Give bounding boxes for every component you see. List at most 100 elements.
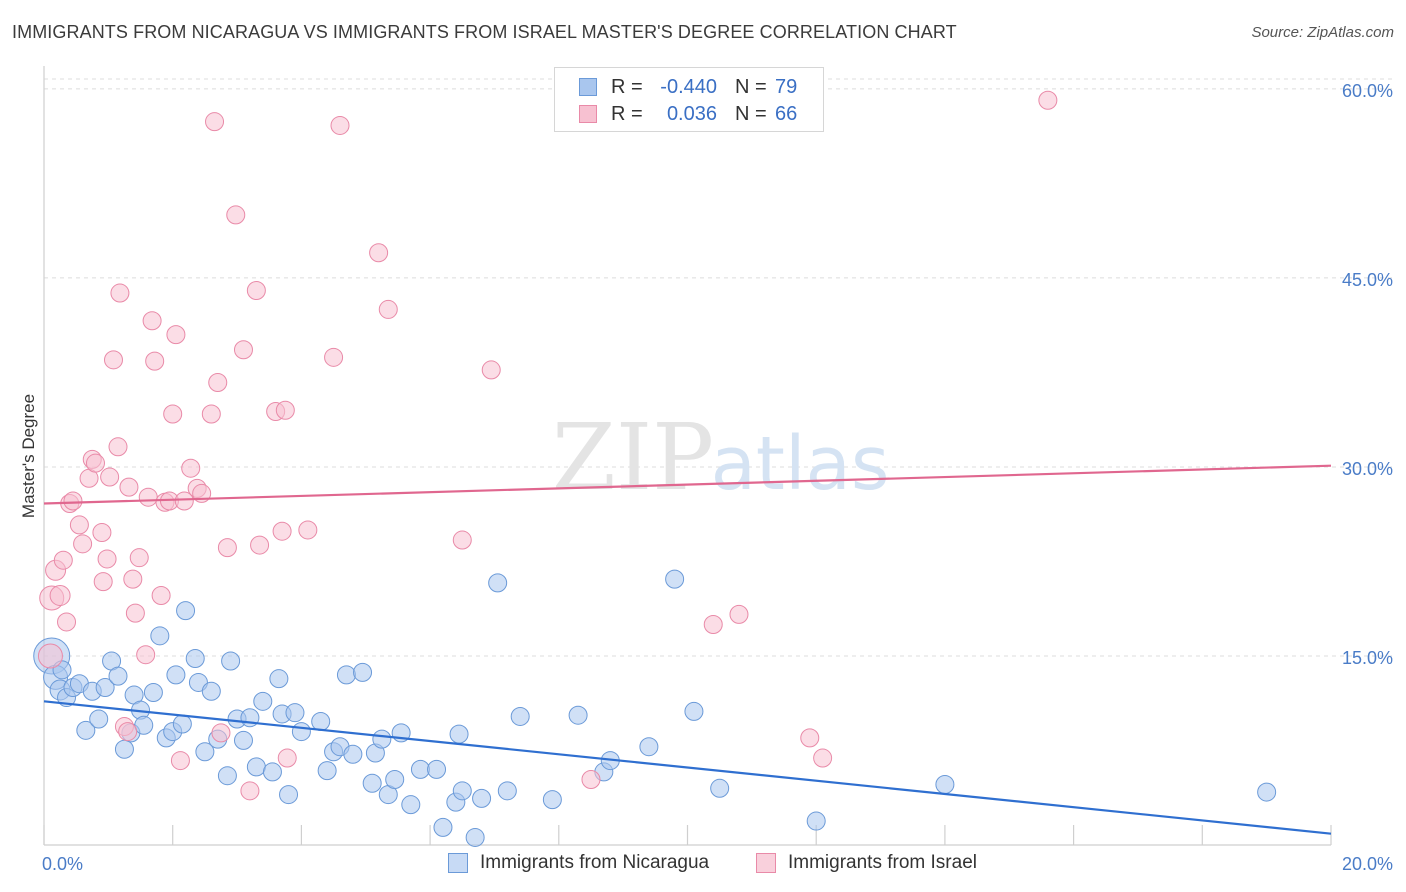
point-israel: [49, 584, 71, 606]
point-nicaragua: [285, 703, 305, 723]
point-israel: [93, 572, 113, 592]
point-israel: [211, 723, 231, 743]
point-israel: [378, 299, 398, 319]
point-israel: [142, 311, 162, 331]
watermark-atlas: atlas: [711, 421, 890, 507]
legend-n-label: N =: [735, 75, 767, 98]
series-legend: Immigrants from Nicaragua Immigrants fro…: [0, 852, 1406, 878]
point-nicaragua: [95, 677, 115, 697]
point-nicaragua: [935, 775, 955, 795]
point-israel: [250, 535, 270, 555]
point-israel: [800, 728, 820, 748]
point-israel: [145, 351, 165, 371]
point-nicaragua: [452, 781, 472, 801]
legend-n-value: 66: [775, 102, 798, 125]
point-nicaragua: [410, 759, 430, 779]
point-nicaragua: [143, 683, 163, 703]
point-nicaragua: [433, 817, 453, 837]
trend-line-nicaragua: [43, 700, 1332, 835]
point-israel: [581, 769, 601, 789]
point-nicaragua: [253, 691, 273, 711]
point-nicaragua: [401, 795, 421, 815]
point-nicaragua: [343, 744, 363, 764]
point-nicaragua: [166, 665, 186, 685]
point-israel: [201, 404, 221, 424]
point-nicaragua: [488, 573, 508, 593]
legend-r-label: R =: [611, 102, 643, 125]
point-israel: [729, 604, 749, 624]
series-label-nicaragua: Immigrants from Nicaragua: [480, 852, 710, 873]
legend-n-label: N =: [735, 102, 767, 125]
point-israel: [452, 530, 472, 550]
point-israel: [1038, 90, 1058, 110]
point-nicaragua: [472, 788, 492, 808]
legend-row-nicaragua: R = -0.440 N = 79: [579, 75, 797, 99]
point-israel: [108, 437, 128, 457]
point-nicaragua: [684, 701, 704, 721]
point-nicaragua: [114, 739, 134, 759]
y-tick-label: 45.0%: [1342, 270, 1393, 290]
point-israel: [813, 748, 833, 768]
point-israel: [246, 281, 266, 301]
point-israel: [481, 360, 501, 380]
series-legend-israel: Immigrants from Israel: [756, 852, 977, 874]
x-tick-label: 0.0%: [42, 854, 83, 874]
grid-lines: [44, 78, 1392, 657]
point-nicaragua: [568, 705, 588, 725]
legend-swatch-nicaragua: [579, 78, 597, 96]
point-nicaragua: [246, 757, 266, 777]
trend-lines: [43, 464, 1332, 835]
point-israel: [118, 722, 138, 742]
series-legend-nicaragua: Immigrants from Nicaragua: [448, 852, 709, 874]
point-israel: [324, 347, 344, 367]
point-nicaragua: [201, 681, 221, 701]
point-israel: [240, 781, 260, 801]
data-points: [33, 90, 1277, 847]
point-israel: [119, 477, 139, 497]
point-nicaragua: [311, 712, 331, 732]
point-nicaragua: [150, 626, 170, 646]
point-israel: [110, 283, 130, 303]
point-israel: [151, 585, 171, 605]
point-israel: [233, 340, 253, 360]
point-israel: [163, 404, 183, 424]
point-nicaragua: [385, 769, 405, 789]
point-israel: [703, 614, 723, 634]
point-israel: [174, 491, 194, 511]
point-nicaragua: [353, 662, 373, 682]
watermark-zip: ZIP: [552, 404, 714, 511]
point-nicaragua: [372, 729, 392, 749]
axes: [43, 66, 1332, 846]
point-nicaragua: [176, 601, 196, 621]
point-israel: [63, 491, 83, 511]
point-israel: [92, 522, 112, 542]
point-israel: [369, 243, 389, 263]
y-tick-label: 30.0%: [1342, 459, 1393, 479]
point-nicaragua: [217, 766, 237, 786]
watermark: ZIP atlas: [552, 404, 890, 511]
y-tick-label: 15.0%: [1342, 648, 1393, 668]
point-nicaragua: [336, 665, 356, 685]
point-israel: [97, 549, 117, 569]
legend-r-value: -0.440: [660, 75, 717, 98]
point-israel: [208, 373, 228, 393]
y-axis-label: Master's Degree: [19, 394, 38, 518]
point-israel: [226, 205, 246, 225]
series-swatch-israel: [756, 853, 776, 873]
point-israel: [330, 115, 350, 135]
point-nicaragua: [362, 773, 382, 793]
point-nicaragua: [279, 785, 299, 805]
point-nicaragua: [710, 778, 730, 798]
point-israel: [53, 550, 73, 570]
point-israel: [298, 520, 318, 540]
point-nicaragua: [806, 811, 826, 831]
point-israel: [57, 612, 77, 632]
point-nicaragua: [465, 827, 485, 847]
series-label-israel: Immigrants from Israel: [788, 852, 977, 873]
point-nicaragua: [542, 790, 562, 810]
point-nicaragua: [195, 742, 215, 762]
point-nicaragua: [269, 669, 289, 689]
point-israel: [73, 534, 93, 554]
point-israel: [170, 751, 190, 771]
